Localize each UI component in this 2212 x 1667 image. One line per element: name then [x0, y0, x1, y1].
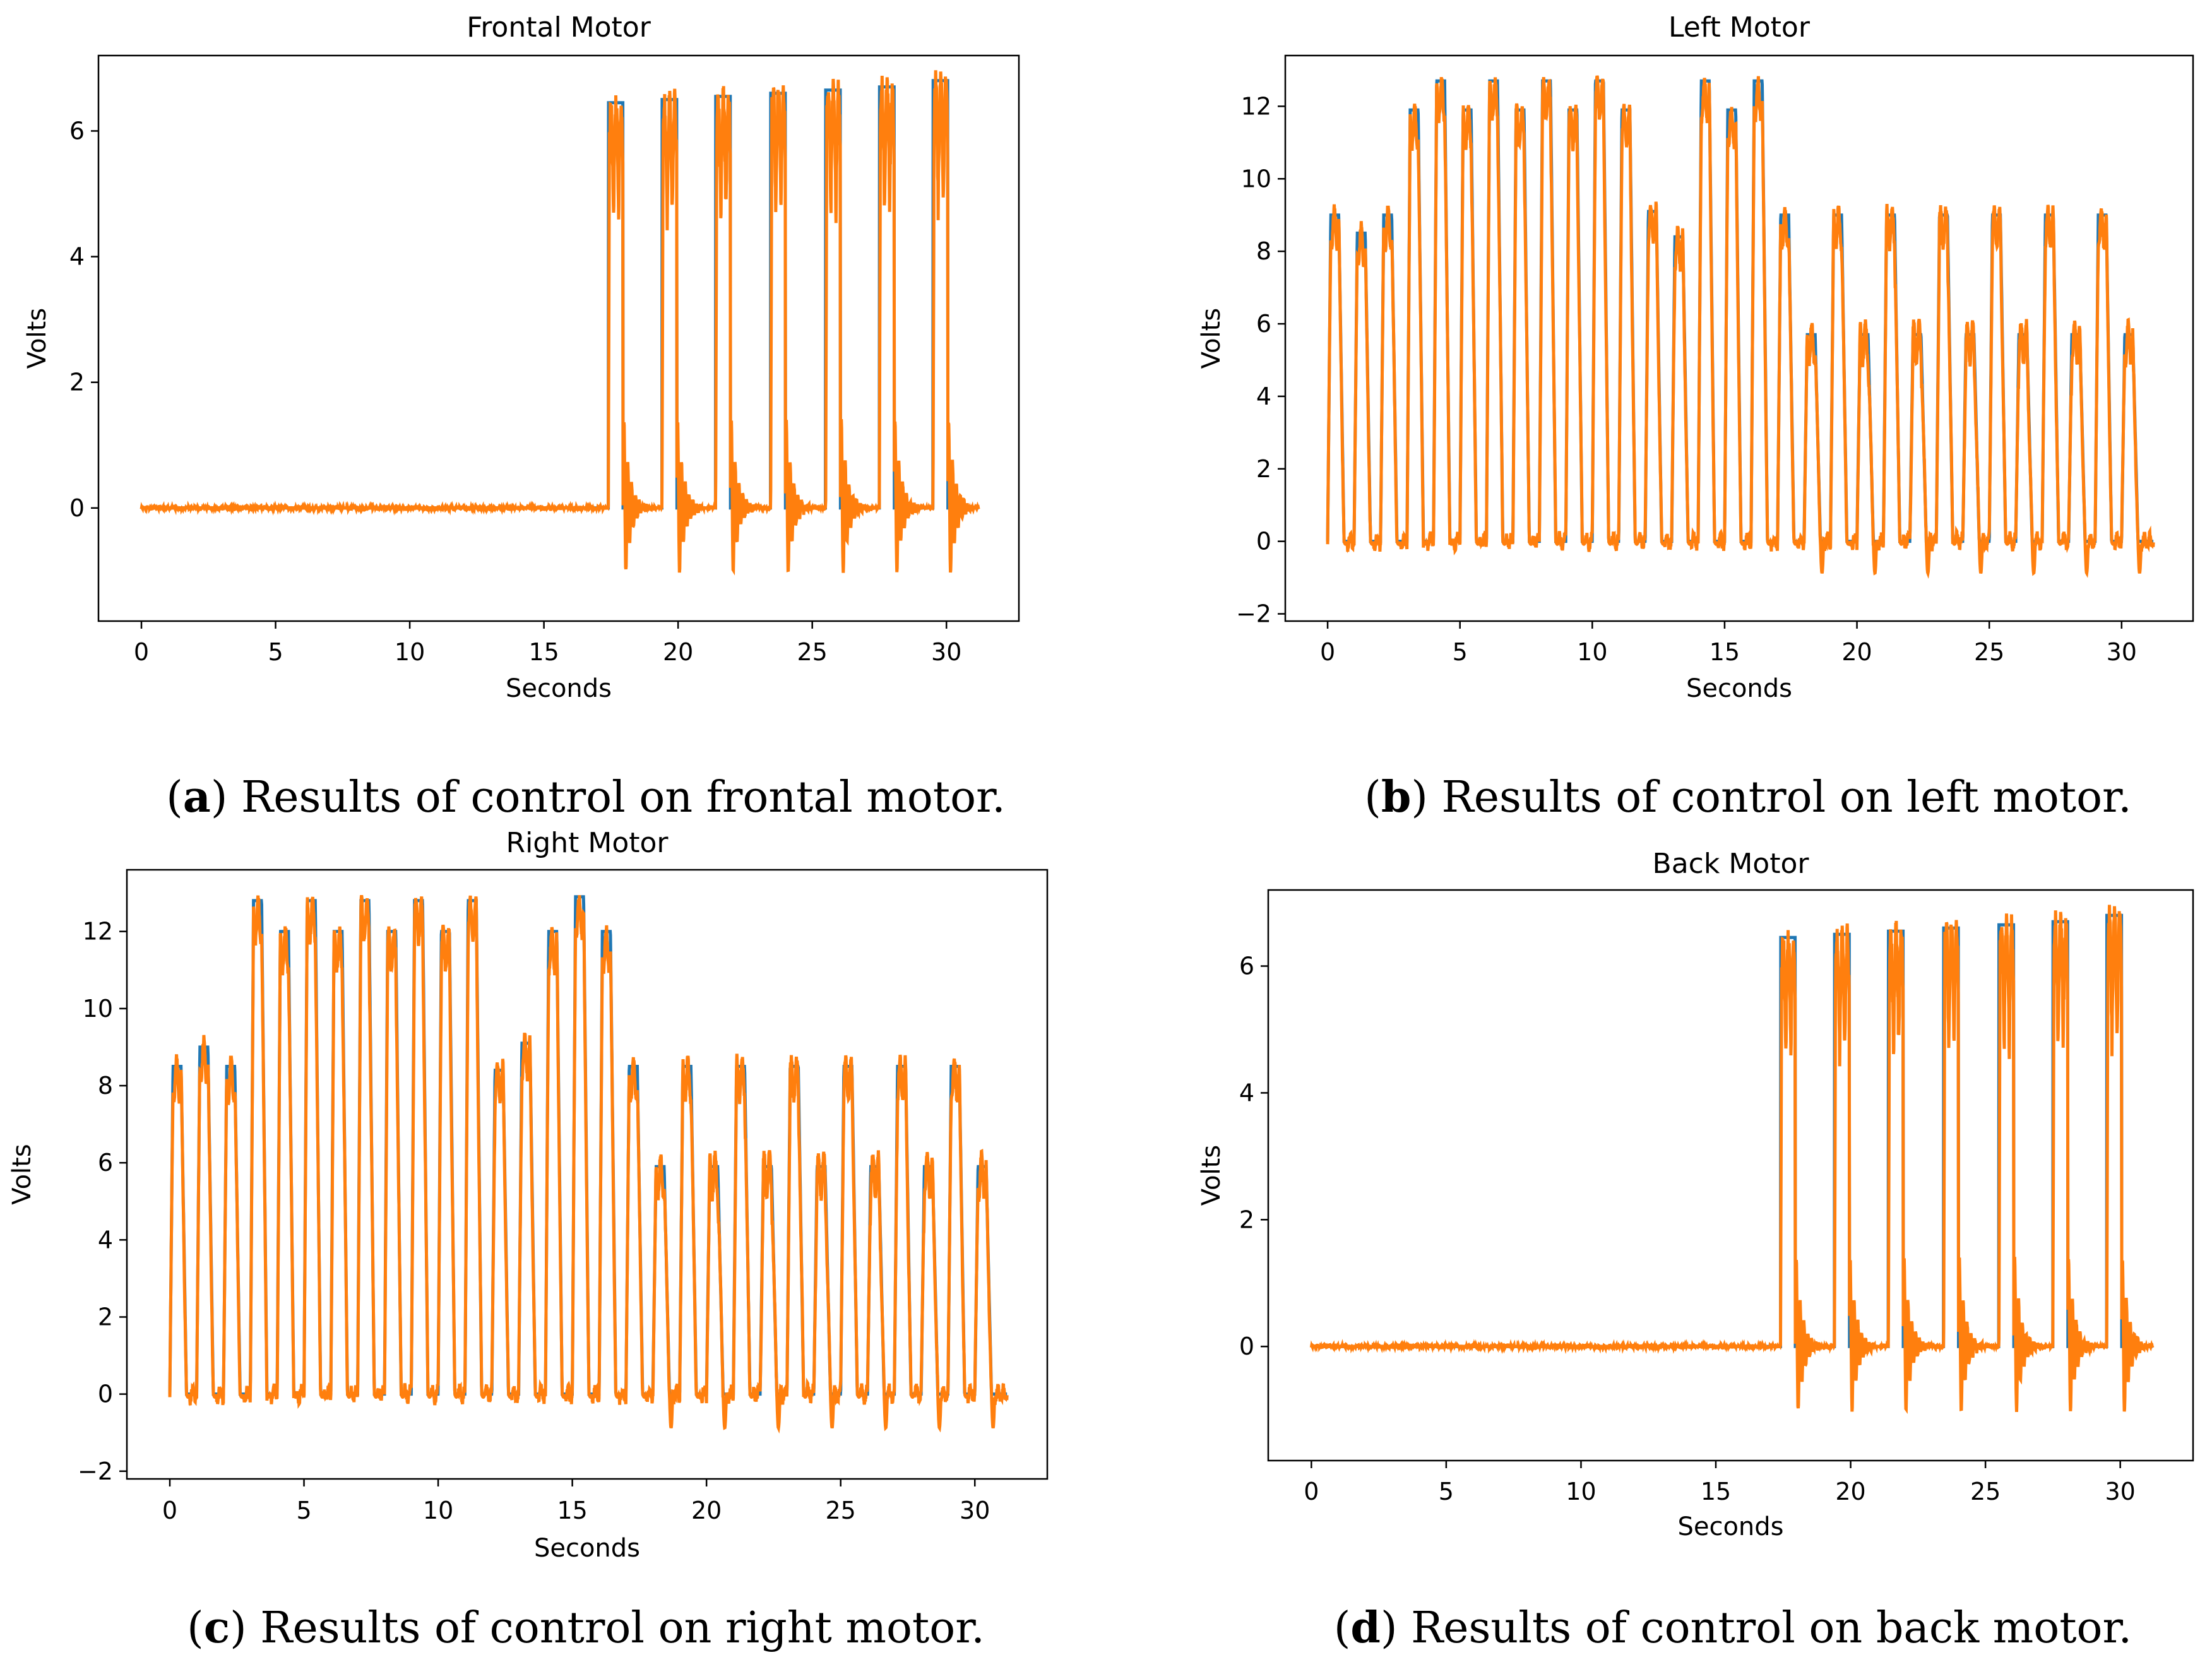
x-axis-label: Seconds — [1677, 1512, 1783, 1541]
y-tick-label: 4 — [98, 1226, 113, 1254]
chart-b: Left Motor 0 5 10 15 20 25 30 −2 0 2 4 6 8 10 12 Seconds… — [1197, 11, 2194, 822]
chart-a: Frontal Motor 0 5 10 15 20 25 30 0 2 4 6 Seconds Volt… — [23, 11, 1020, 822]
x-tick-label: 0 — [162, 1497, 177, 1524]
chart-title: Left Motor — [1668, 11, 1811, 44]
series-response-line — [1326, 75, 2155, 579]
y-tick-label: 2 — [69, 369, 85, 396]
axes-frame — [126, 869, 1049, 1480]
y-axis-label: Volts — [8, 1144, 37, 1204]
axes-frame — [97, 54, 1020, 622]
figure-caption: (d) Results of control on back motor. — [1334, 1603, 2132, 1653]
x-tick-label: 15 — [1710, 638, 1740, 666]
x-tick-label: 20 — [691, 1497, 722, 1524]
series-response-line — [1309, 905, 2155, 1415]
x-tick-label: 25 — [1970, 1478, 2001, 1505]
y-tick-label: 10 — [83, 995, 113, 1023]
axes-frame — [1284, 54, 2194, 622]
y-axis-label: Volts — [1197, 1145, 1226, 1206]
x-tick-label: 20 — [663, 638, 693, 666]
figure-caption: (a) Results of control on frontal motor. — [166, 772, 1005, 822]
y-tick-label: −2 — [1236, 600, 1271, 628]
chart-d: Back Motor 0 5 10 15 20 25 30 0 2 4 6 Seconds Volts (d… — [1197, 848, 2194, 1653]
x-tick-label: 10 — [423, 1497, 453, 1524]
y-axis-label: Volts — [23, 308, 52, 369]
chart-title: Frontal Motor — [467, 11, 651, 44]
y-tick-label: 0 — [98, 1380, 113, 1408]
y-tick-label: 10 — [1241, 165, 1271, 193]
y-tick-label: 12 — [83, 918, 113, 946]
x-tick-label: 0 — [1320, 638, 1335, 666]
y-tick-label: 4 — [1256, 383, 1271, 410]
figure-caption: (b) Results of control on left motor. — [1364, 772, 2131, 822]
x-tick-label: 15 — [1701, 1478, 1731, 1505]
x-tick-label: 15 — [557, 1497, 587, 1524]
y-tick-label: 0 — [69, 494, 85, 522]
x-tick-label: 0 — [1304, 1478, 1319, 1505]
x-tick-label: 25 — [1974, 638, 2004, 666]
y-tick-label: 2 — [1239, 1206, 1254, 1233]
x-tick-label: 10 — [395, 638, 425, 666]
y-tick-label: 8 — [1256, 237, 1271, 265]
y-tick-label: 8 — [98, 1072, 113, 1100]
series-setpoint-line — [1311, 913, 2153, 1348]
x-tick-label: 15 — [528, 638, 559, 666]
series-response-line — [168, 894, 1009, 1434]
y-tick-label: −2 — [78, 1457, 113, 1485]
series-response-line — [140, 70, 980, 576]
x-tick-label: 0 — [134, 638, 149, 666]
x-tick-label: 5 — [1453, 638, 1468, 666]
x-tick-label: 20 — [1835, 1478, 1865, 1505]
y-axis-label: Volts — [1197, 308, 1226, 369]
x-tick-label: 25 — [797, 638, 828, 666]
x-tick-label: 30 — [960, 1497, 990, 1524]
y-tick-label: 6 — [1239, 952, 1254, 980]
x-axis-label: Seconds — [506, 674, 612, 703]
chart-c: Right Motor 0 5 10 15 20 25 30 −2 0 2 4 6 8 10 12 Second… — [8, 827, 1049, 1653]
y-tick-label: 4 — [1239, 1079, 1254, 1106]
y-tick-label: 4 — [69, 243, 85, 271]
y-tick-label: 0 — [1239, 1332, 1254, 1360]
x-tick-label: 30 — [2107, 638, 2137, 666]
x-axis-label: Seconds — [534, 1534, 640, 1563]
figure-caption: (c) Results of control on right motor. — [187, 1603, 985, 1653]
chart-title: Right Motor — [506, 827, 669, 859]
axes-frame — [1267, 889, 2194, 1462]
y-tick-label: 6 — [98, 1149, 113, 1177]
x-tick-label: 10 — [1566, 1478, 1596, 1505]
x-tick-label: 5 — [1439, 1478, 1454, 1505]
x-axis-label: Seconds — [1686, 674, 1792, 703]
x-tick-label: 30 — [931, 638, 961, 666]
y-tick-label: 2 — [98, 1303, 113, 1331]
x-tick-label: 20 — [1841, 638, 1872, 666]
y-tick-label: 0 — [1256, 528, 1271, 555]
chart-title: Back Motor — [1653, 848, 1810, 880]
x-tick-label: 25 — [826, 1497, 856, 1524]
y-tick-label: 2 — [1256, 455, 1271, 483]
x-tick-label: 5 — [296, 1497, 311, 1524]
y-tick-label: 6 — [69, 117, 85, 145]
y-tick-label: 12 — [1241, 92, 1271, 120]
series-setpoint-line — [141, 79, 979, 510]
x-tick-label: 5 — [268, 638, 283, 666]
x-tick-label: 10 — [1577, 638, 1607, 666]
x-tick-label: 30 — [2105, 1478, 2135, 1505]
y-tick-label: 6 — [1256, 310, 1271, 338]
